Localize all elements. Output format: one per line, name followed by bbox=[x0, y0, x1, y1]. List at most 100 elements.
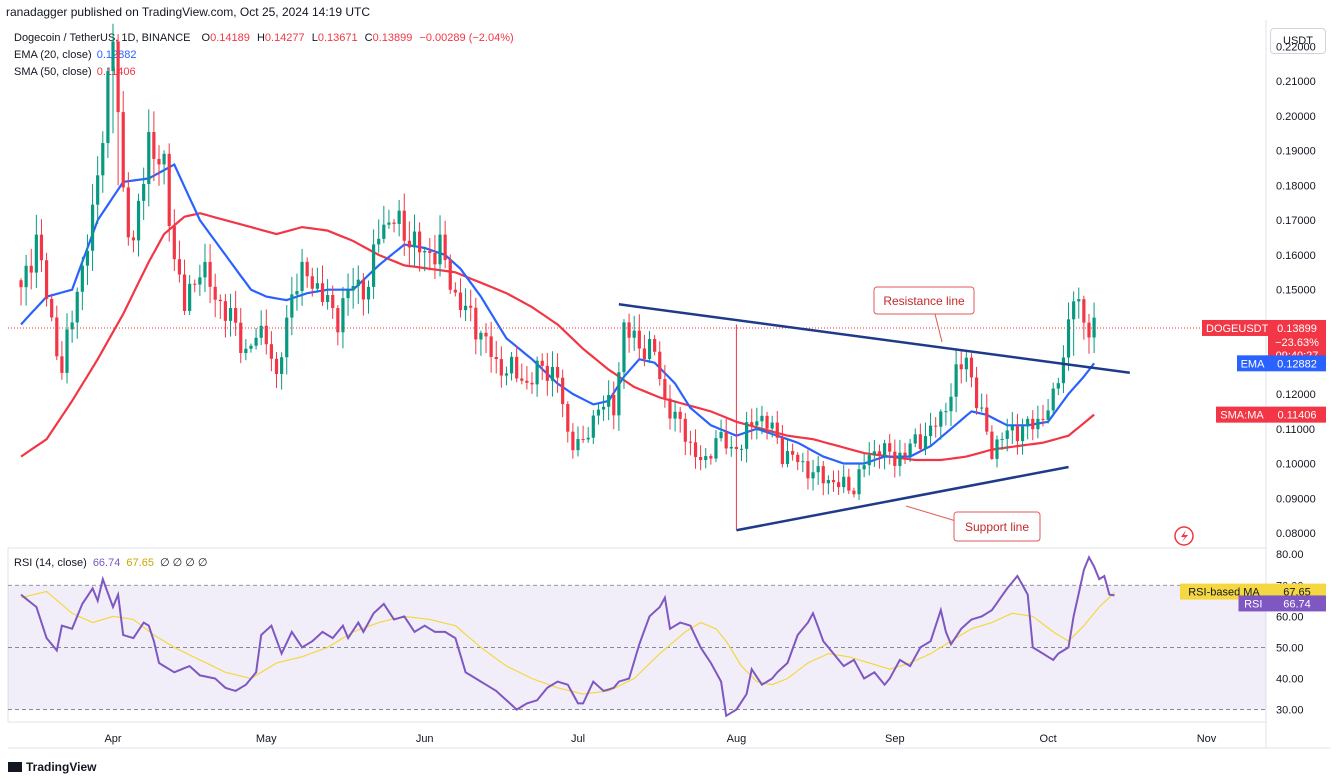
candle-body bbox=[801, 461, 805, 463]
candle bbox=[382, 205, 386, 244]
candle-body bbox=[101, 143, 105, 176]
candle-body bbox=[50, 298, 54, 318]
rsi-ma-legend-value: 67.65 bbox=[126, 557, 154, 569]
time-tick-label: Jul bbox=[571, 733, 585, 745]
candle-body bbox=[397, 210, 401, 224]
candle-body bbox=[70, 322, 74, 330]
candle-body bbox=[627, 322, 631, 338]
candle bbox=[729, 435, 733, 457]
candle bbox=[39, 219, 44, 272]
candle-body bbox=[882, 443, 887, 456]
candle-body bbox=[254, 337, 258, 346]
currency-button[interactable]: USDT bbox=[1270, 28, 1326, 54]
candle-body bbox=[387, 222, 391, 225]
candle bbox=[750, 408, 754, 440]
candle bbox=[550, 351, 555, 397]
candle-body bbox=[111, 41, 115, 72]
candle-body bbox=[126, 187, 130, 238]
candle-body bbox=[622, 322, 626, 373]
annotations: Resistance line Support line bbox=[873, 286, 1041, 542]
candle bbox=[530, 372, 534, 394]
candle bbox=[1020, 418, 1025, 455]
candle bbox=[361, 273, 365, 316]
candle bbox=[872, 439, 876, 467]
candle bbox=[852, 487, 856, 498]
candle-body bbox=[392, 222, 396, 224]
candle bbox=[954, 348, 958, 413]
candle-body bbox=[995, 439, 999, 459]
tradingview-logo[interactable]: TradingView bbox=[8, 760, 96, 774]
candle-body bbox=[382, 224, 386, 239]
candle bbox=[622, 319, 626, 389]
price-tick-label: 0.09000 bbox=[1276, 493, 1316, 505]
rsi-band-fill bbox=[8, 585, 1266, 710]
candle bbox=[1087, 314, 1091, 354]
candle-body bbox=[985, 407, 989, 432]
candle-body bbox=[714, 438, 718, 459]
candle-body bbox=[489, 336, 493, 357]
candle-body bbox=[862, 465, 866, 470]
candle bbox=[111, 23, 115, 134]
rsi-label-rsi[interactable]: RSI 66.74 bbox=[1238, 595, 1327, 612]
candle bbox=[19, 278, 23, 306]
candle bbox=[331, 285, 335, 319]
candle-body bbox=[535, 360, 539, 385]
candle bbox=[239, 307, 243, 364]
rsi-label-value: 66.74 bbox=[1283, 598, 1311, 610]
close-label: C bbox=[364, 32, 373, 44]
candle-body bbox=[836, 482, 841, 488]
candle bbox=[806, 449, 810, 490]
candle bbox=[193, 279, 197, 293]
candle-body bbox=[632, 330, 636, 338]
candle bbox=[699, 445, 703, 471]
candle-body bbox=[65, 329, 69, 373]
candle-body bbox=[673, 411, 677, 419]
candle bbox=[816, 456, 820, 485]
time-tick-label: May bbox=[256, 733, 277, 745]
candle-body bbox=[417, 231, 422, 253]
candle-body bbox=[867, 455, 871, 466]
candle bbox=[417, 222, 422, 272]
candle bbox=[632, 315, 636, 351]
candle-body bbox=[898, 452, 902, 466]
price-label-sma-ma[interactable]: SMA:MA 0.11406 bbox=[1216, 406, 1326, 423]
candle-body bbox=[1046, 410, 1050, 420]
rsi-label-name: RSI bbox=[1244, 598, 1262, 610]
candle-body bbox=[760, 415, 764, 422]
candle bbox=[801, 452, 805, 473]
candle-body bbox=[755, 421, 759, 426]
candle-body bbox=[39, 234, 44, 261]
rsi-legend-extras: ∅ ∅ ∅ ∅ bbox=[160, 557, 208, 569]
candle-body bbox=[1041, 418, 1045, 420]
ema-legend-label: EMA (20, close) bbox=[14, 49, 92, 61]
candle bbox=[836, 470, 841, 495]
candle bbox=[949, 383, 953, 426]
lightning-icon[interactable] bbox=[1174, 526, 1194, 546]
resistance-callout[interactable]: Resistance line bbox=[873, 286, 975, 343]
support-callout[interactable]: Support line bbox=[905, 505, 1041, 542]
candle-body bbox=[980, 407, 984, 409]
candle bbox=[407, 221, 411, 265]
candle-body bbox=[566, 404, 570, 432]
candle bbox=[525, 366, 529, 390]
candle bbox=[586, 427, 590, 443]
candle bbox=[653, 335, 657, 356]
candle bbox=[387, 209, 391, 229]
candle-body bbox=[724, 432, 728, 449]
candle bbox=[576, 426, 580, 457]
price-label-name-bg bbox=[1237, 355, 1268, 372]
candle bbox=[545, 352, 549, 396]
rsi-legend-row[interactable]: RSI (14, close) 66.74 67.65 ∅ ∅ ∅ ∅ bbox=[14, 556, 208, 569]
candle-body bbox=[198, 277, 202, 285]
price-tick-label: 0.20000 bbox=[1276, 111, 1316, 123]
time-tick-label: Aug bbox=[727, 733, 747, 745]
candle-body bbox=[484, 332, 488, 337]
chart-legend: Dogecoin / TetherUS, 1D, BINANCE O0.1418… bbox=[14, 30, 514, 81]
price-label-ema[interactable]: EMA 0.12882 bbox=[1237, 355, 1326, 372]
candle bbox=[85, 234, 90, 286]
rsi-label-name-bg bbox=[1238, 595, 1268, 612]
rsi-ma-path bbox=[20, 590, 1115, 695]
candle-body bbox=[423, 251, 427, 253]
